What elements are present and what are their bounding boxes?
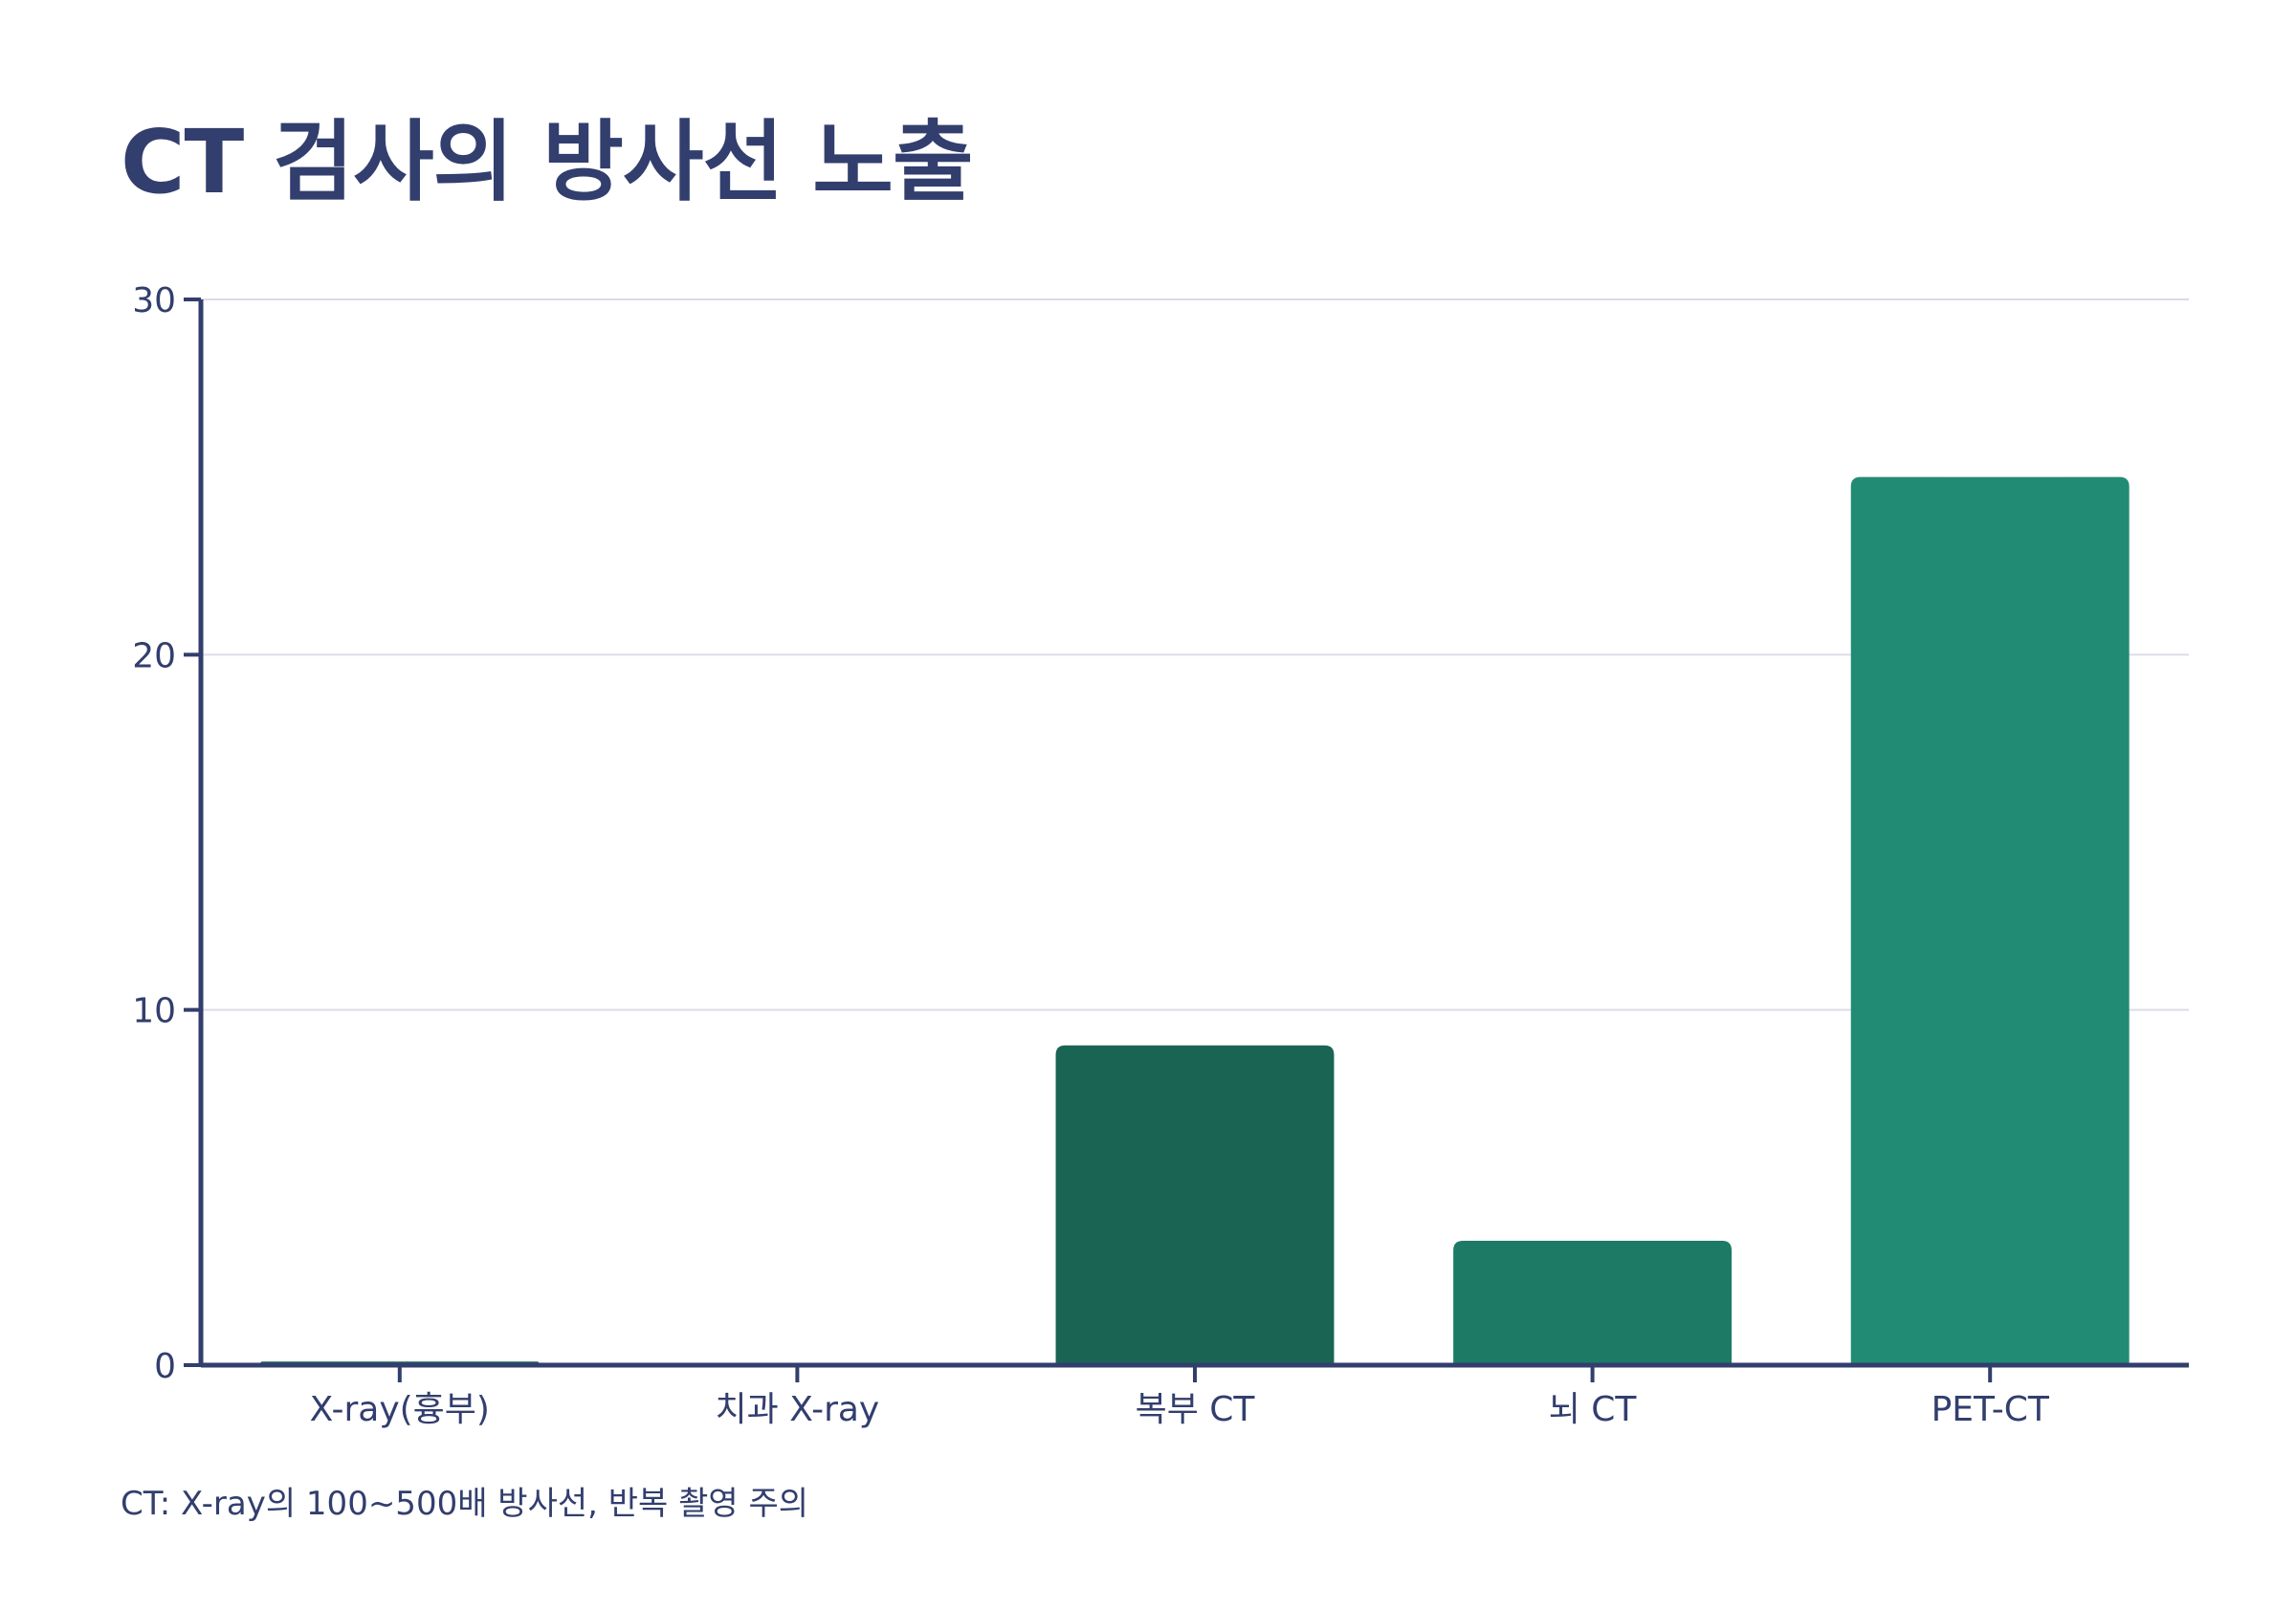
x-tick-label: 복부 CT xyxy=(1136,1390,1256,1429)
y-tick-label: 10 xyxy=(132,992,176,1031)
chart-footnote: CT: X-ray의 100~500배 방사선, 반복 촬영 주의 xyxy=(121,1485,809,1523)
tick-labels: 0 10 20 30 X-ray(흉부) 치과 X-ray 복부 CT 뇌 CT PET-CT xyxy=(132,281,2050,1429)
bar-5 xyxy=(1850,476,2130,1366)
bars xyxy=(260,476,2130,1366)
x-tick-label: 뇌 CT xyxy=(1549,1390,1638,1429)
y-tick-label: 30 xyxy=(132,281,176,320)
chart-title: CT 검사의 방사선 노출 xyxy=(121,111,973,213)
axes xyxy=(184,298,2189,1382)
bar-4 xyxy=(1453,1241,1733,1365)
y-tick-label: 0 xyxy=(154,1347,176,1386)
x-tick-label: X-ray(흉부) xyxy=(310,1390,490,1429)
x-tick-label: PET-CT xyxy=(1932,1390,2050,1429)
bar-3 xyxy=(1055,1045,1335,1365)
x-tick-label: 치과 X-ray xyxy=(716,1390,880,1429)
y-tick-label: 20 xyxy=(132,636,176,675)
